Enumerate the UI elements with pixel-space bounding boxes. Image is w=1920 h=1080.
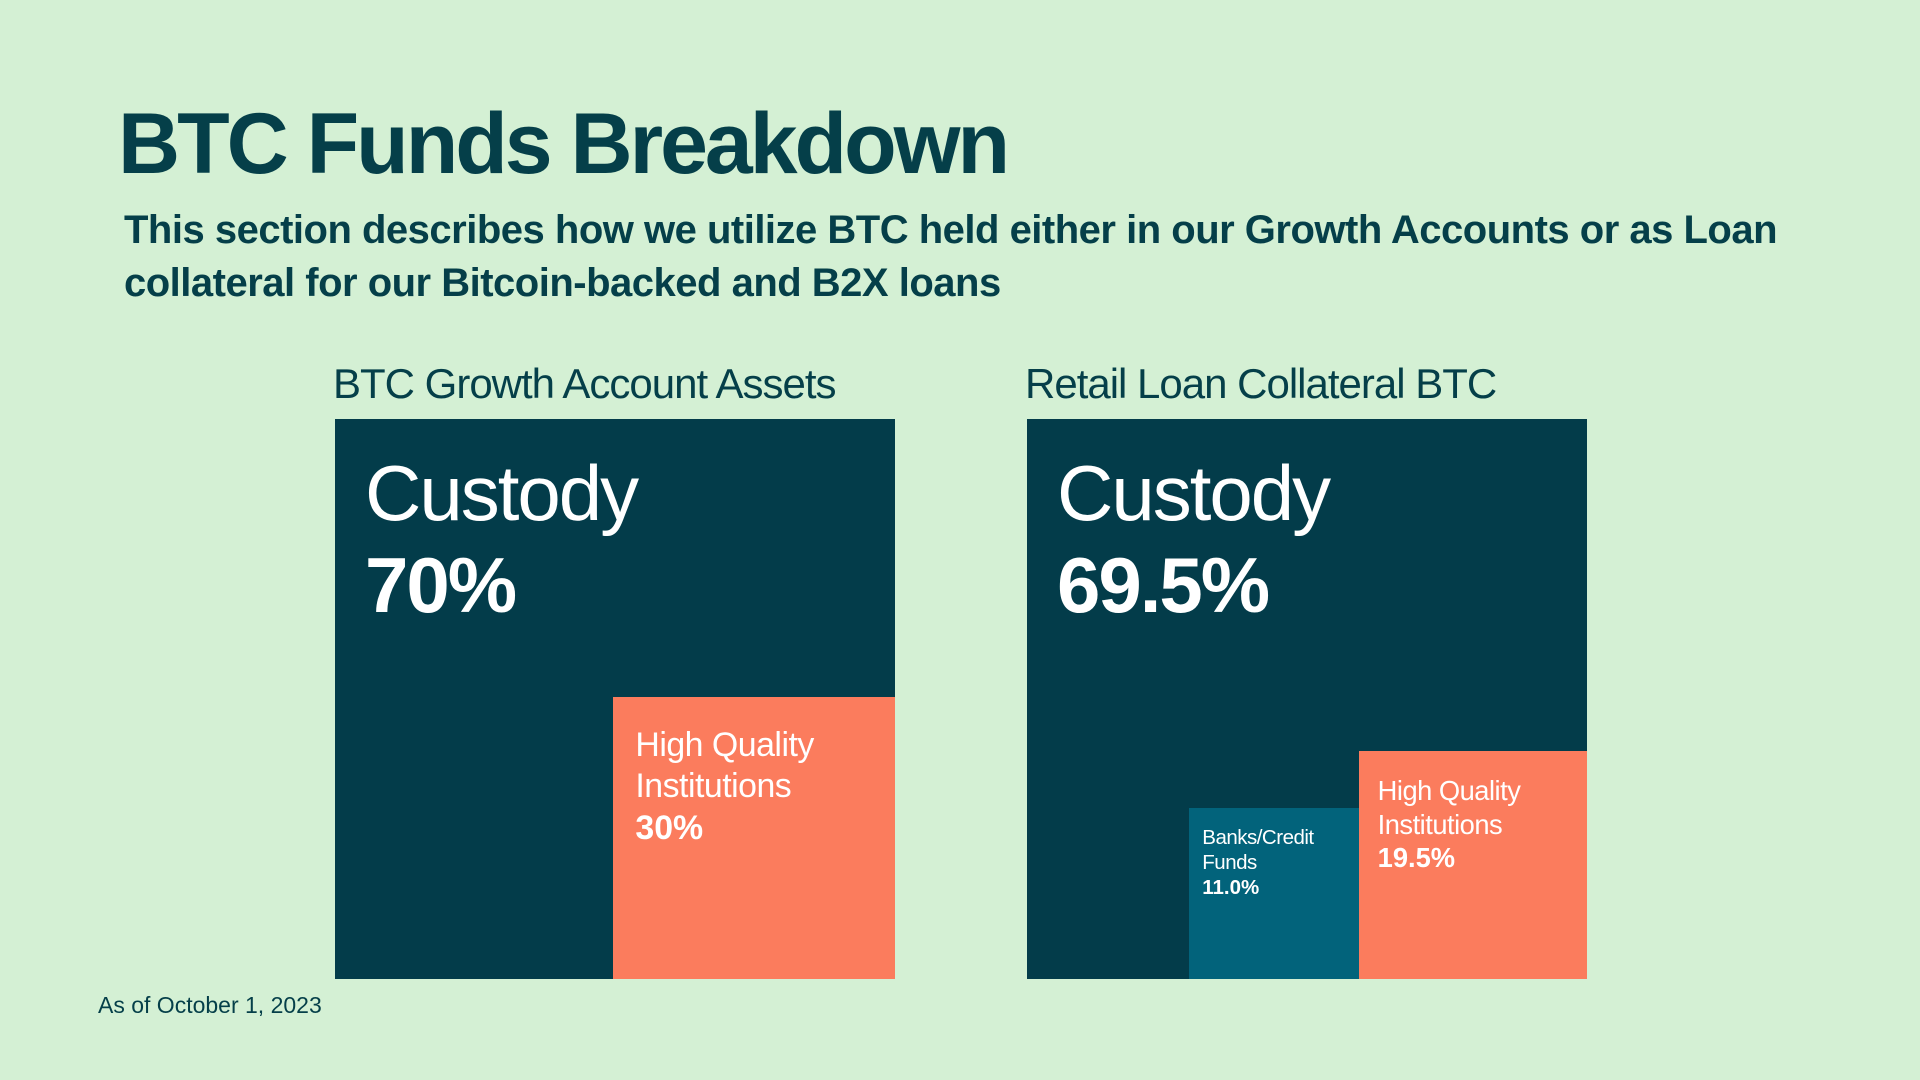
square: High Quality Institutions 19.5% xyxy=(1359,751,1587,979)
slide-subtitle: This section describes how we utilize BT… xyxy=(124,208,1778,305)
category-label: Custody xyxy=(365,449,639,537)
square: Banks/Credit Funds 11.0% xyxy=(1188,808,1360,979)
chart: Custody 69.5% High Quality Institutions 19.… xyxy=(1027,419,1587,979)
chart-title: Retail Loan Collateral BTC xyxy=(1025,360,1497,407)
category-label: Banks/Credit Funds xyxy=(1202,826,1314,875)
square: High Quality Institutions 30% xyxy=(612,696,895,979)
chart-title: BTC Growth Account Assets xyxy=(333,360,837,407)
value-label: 19.5% xyxy=(1377,841,1456,873)
value-label: 69.5% xyxy=(1057,541,1270,629)
category-label: High Quality Institutions xyxy=(1377,775,1521,840)
footnote: As of October 1, 2023 xyxy=(98,992,322,1018)
value-label: 30% xyxy=(635,808,704,847)
value-label: 11.0% xyxy=(1202,876,1260,900)
category-label: Custody xyxy=(1057,449,1331,537)
category-label: High Quality Institutions xyxy=(635,726,814,806)
value-label: 70% xyxy=(365,541,517,629)
chart: Custody 70% High Quality Institutions 30% xyxy=(335,419,895,979)
slide-title: BTC Funds Breakdown xyxy=(118,96,1010,192)
